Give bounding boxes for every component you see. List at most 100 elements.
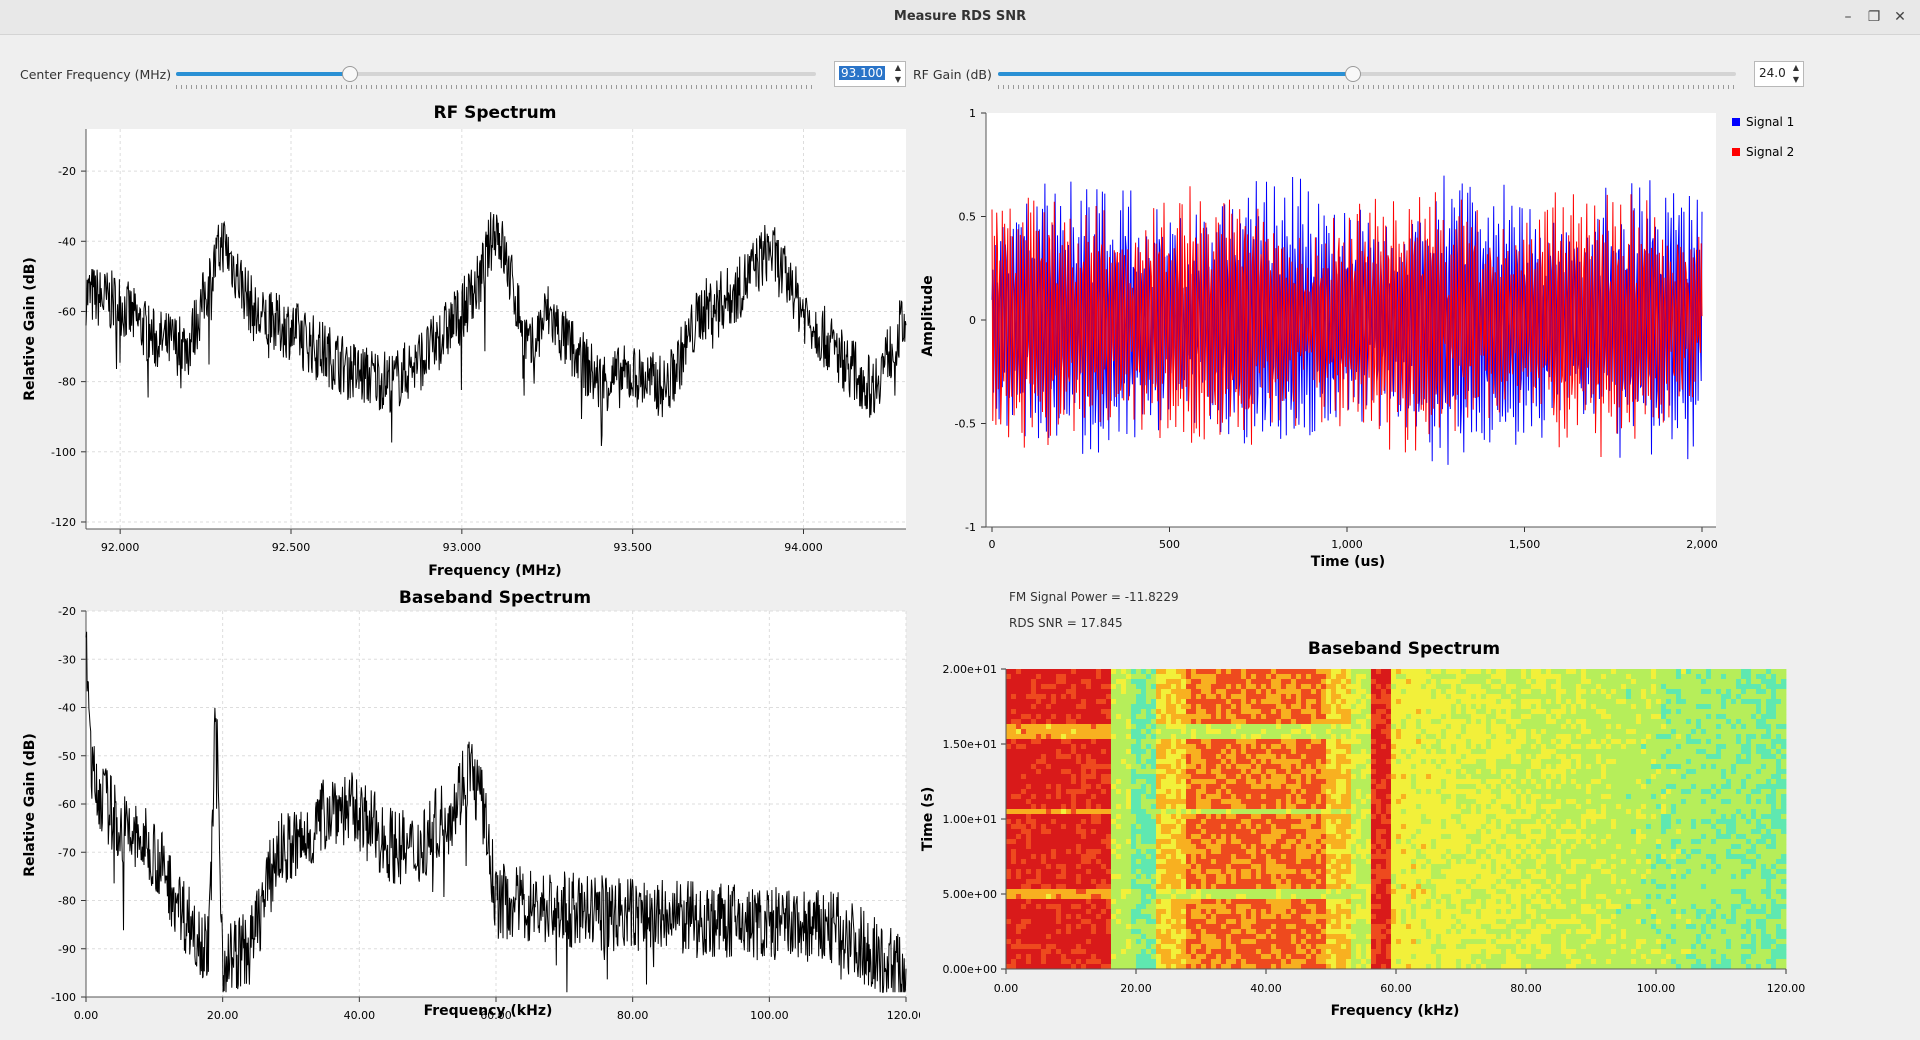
- heatmap-cell: [1466, 704, 1472, 710]
- heatmap-cell: [1066, 724, 1072, 730]
- heatmap-cell: [1311, 744, 1317, 750]
- heatmap-cell: [1691, 729, 1697, 735]
- heatmap-cell: [1491, 684, 1497, 690]
- heatmap-cell: [1041, 669, 1047, 675]
- heatmap-cell: [1701, 794, 1707, 800]
- heatmap-cell: [1576, 814, 1582, 820]
- heatmap-cell: [1636, 809, 1642, 815]
- heatmap-cell: [1071, 764, 1077, 770]
- heatmap-cell: [1211, 799, 1217, 805]
- heatmap-cell: [1721, 684, 1727, 690]
- heatmap-cell: [1326, 749, 1332, 755]
- heatmap-cell: [1071, 789, 1077, 795]
- heatmap-cell: [1461, 819, 1467, 825]
- spin-up-icon[interactable]: ▲: [1791, 62, 1801, 73]
- heatmap-cell: [1331, 699, 1337, 705]
- heatmap-cell: [1196, 789, 1202, 795]
- heatmap-cell: [1766, 794, 1772, 800]
- heatmap-cell: [1366, 669, 1372, 675]
- slider-handle[interactable]: [1345, 66, 1362, 82]
- heatmap-cell: [1366, 704, 1372, 710]
- heatmap-cell: [1426, 674, 1432, 680]
- heatmap-cell: [1606, 669, 1612, 675]
- heatmap-cell: [1136, 759, 1142, 765]
- heatmap-cell: [1226, 699, 1232, 705]
- heatmap-cell: [1716, 689, 1722, 695]
- heatmap-cell: [1286, 799, 1292, 805]
- heatmap-cell: [1611, 709, 1617, 715]
- heatmap-cell: [1076, 749, 1082, 755]
- heatmap-cell: [1241, 739, 1247, 745]
- heatmap-cell: [1691, 769, 1697, 775]
- heatmap-cell: [1686, 669, 1692, 675]
- legend-signal-1: Signal 1: [1746, 115, 1794, 129]
- heatmap-cell: [1336, 799, 1342, 805]
- heatmap-cell: [1111, 679, 1117, 685]
- heatmap-cell: [1366, 794, 1372, 800]
- heatmap-cell: [1776, 669, 1782, 675]
- heatmap-cell: [1076, 679, 1082, 685]
- heatmap-cell: [1731, 739, 1737, 745]
- heatmap-cell: [1051, 819, 1057, 825]
- spin-up-icon[interactable]: ▲: [894, 63, 902, 72]
- heatmap-cell: [1621, 794, 1627, 800]
- heatmap-cell: [1171, 729, 1177, 735]
- spin-down-icon[interactable]: ▼: [1791, 74, 1801, 85]
- heatmap-cell: [1021, 714, 1027, 720]
- heatmap-cell: [1696, 809, 1702, 815]
- heatmap-cell: [1321, 729, 1327, 735]
- heatmap-cell: [1031, 679, 1037, 685]
- heatmap-cell: [1741, 764, 1747, 770]
- heatmap-cell: [1206, 799, 1212, 805]
- heatmap-cell: [1241, 714, 1247, 720]
- heatmap-cell: [1576, 699, 1582, 705]
- heatmap-cell: [1571, 774, 1577, 780]
- restore-button[interactable]: ❐: [1867, 9, 1881, 25]
- heatmap-cell: [1071, 779, 1077, 785]
- heatmap-cell: [1241, 789, 1247, 795]
- heatmap-cell: [1176, 819, 1182, 825]
- heatmap-cell: [1121, 749, 1127, 755]
- heatmap-cell: [1361, 764, 1367, 770]
- heatmap-cell: [1666, 689, 1672, 695]
- center-frequency-value[interactable]: 93.100: [839, 66, 885, 80]
- spin-down-icon[interactable]: ▼: [894, 75, 902, 84]
- heatmap-cell: [1371, 739, 1377, 745]
- heatmap-cell: [1101, 699, 1107, 705]
- heatmap-cell: [1456, 714, 1462, 720]
- heatmap-cell: [1326, 759, 1332, 765]
- heatmap-cell: [1526, 724, 1532, 730]
- rf-gain-slider[interactable]: [998, 66, 1736, 89]
- heatmap-cell: [1531, 769, 1537, 775]
- heatmap-cell: [1451, 739, 1457, 745]
- rf-gain-spinbox[interactable]: 24.0 ▲ ▼: [1754, 61, 1804, 87]
- heatmap-cell: [1711, 789, 1717, 795]
- heatmap-cell: [1386, 804, 1392, 810]
- heatmap-cell: [1246, 689, 1252, 695]
- heatmap-cell: [1506, 729, 1512, 735]
- center-frequency-spinbox[interactable]: 93.100 ▲ ▼: [834, 61, 906, 87]
- heatmap-cell: [1066, 709, 1072, 715]
- heatmap-cell: [1501, 734, 1507, 740]
- heatmap-cell: [1566, 784, 1572, 790]
- heatmap-cell: [1126, 714, 1132, 720]
- close-button[interactable]: ✕: [1894, 9, 1906, 25]
- heatmap-cell: [1716, 784, 1722, 790]
- heatmap-cell: [1731, 674, 1737, 680]
- heatmap-cell: [1156, 774, 1162, 780]
- heatmap-cell: [1621, 674, 1627, 680]
- heatmap-cell: [1071, 724, 1077, 730]
- heatmap-cell: [1746, 719, 1752, 725]
- heatmap-cell: [1396, 779, 1402, 785]
- center-frequency-slider[interactable]: [176, 66, 816, 89]
- heatmap-cell: [1491, 814, 1497, 820]
- slider-handle[interactable]: [341, 66, 358, 82]
- heatmap-cell: [1611, 769, 1617, 775]
- heatmap-cell: [1316, 709, 1322, 715]
- heatmap-cell: [1126, 694, 1132, 700]
- heatmap-cell: [1641, 739, 1647, 745]
- heatmap-cell: [1296, 804, 1302, 810]
- minimize-button[interactable]: –: [1844, 9, 1852, 25]
- rf-gain-value[interactable]: 24.0: [1759, 66, 1786, 80]
- heatmap-cell: [1126, 804, 1132, 810]
